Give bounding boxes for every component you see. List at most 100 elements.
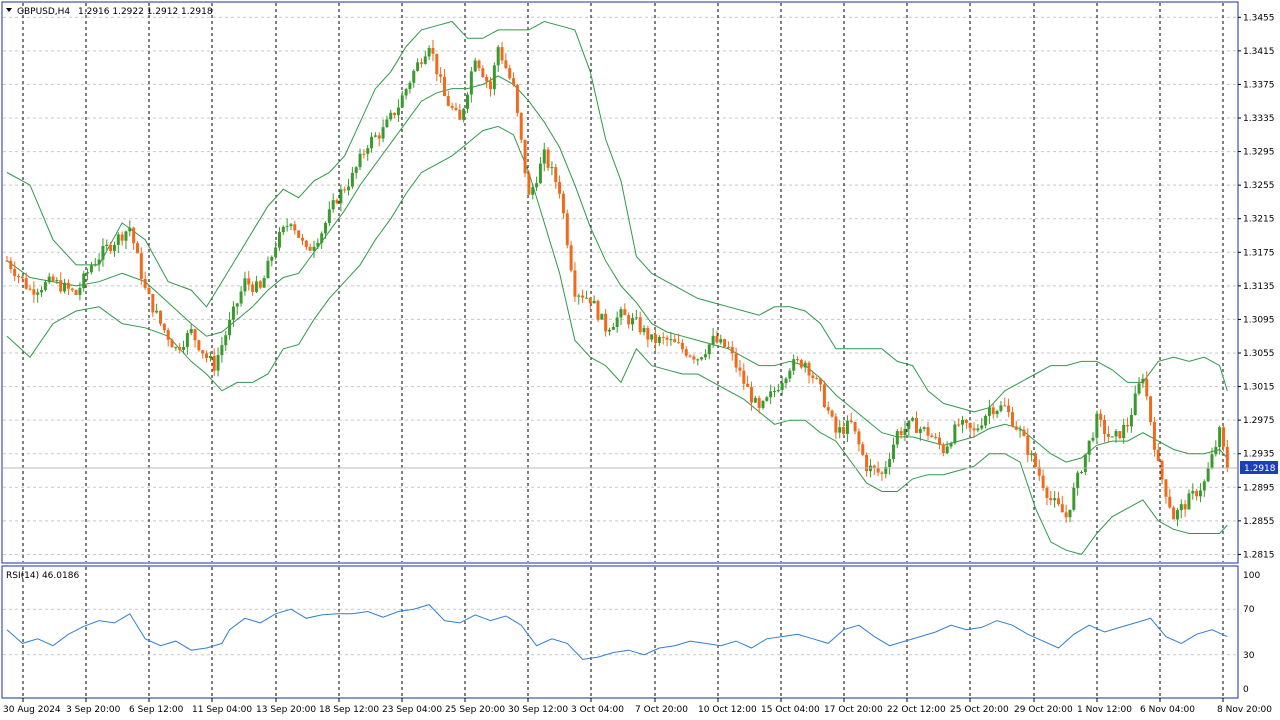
candle-body[interactable] [1183, 504, 1187, 510]
candle-body[interactable] [976, 428, 980, 431]
candle-body[interactable] [999, 405, 1003, 411]
candle-body[interactable] [730, 346, 734, 354]
candle-body[interactable] [773, 391, 776, 393]
candle-body[interactable] [1129, 414, 1133, 427]
candle-body[interactable] [500, 47, 504, 61]
candle-body[interactable] [1164, 479, 1168, 497]
candle-body[interactable] [1064, 512, 1068, 518]
candle-body[interactable] [201, 350, 205, 354]
candle-body[interactable] [412, 70, 416, 83]
candle-body[interactable] [995, 410, 999, 415]
candle-body[interactable] [5, 260, 9, 262]
candle-body[interactable] [569, 245, 573, 271]
candle-body[interactable] [450, 105, 454, 108]
candle-body[interactable] [262, 278, 266, 288]
candle-body[interactable] [723, 339, 727, 347]
candle-body[interactable] [884, 467, 888, 474]
candle-body[interactable] [1214, 446, 1218, 455]
candle-body[interactable] [17, 276, 21, 278]
candle-body[interactable] [1060, 504, 1064, 513]
candle-body[interactable] [834, 416, 838, 433]
candle-body[interactable] [592, 300, 596, 304]
candle-body[interactable] [239, 291, 243, 304]
candle-body[interactable] [124, 231, 128, 241]
candle-body[interactable] [780, 383, 784, 390]
candle-body[interactable] [393, 112, 397, 116]
candle-body[interactable] [504, 60, 508, 69]
candle-body[interactable] [1126, 424, 1130, 427]
candle-body[interactable] [289, 224, 293, 227]
candle-body[interactable] [734, 353, 738, 368]
candle-body[interactable] [561, 193, 565, 214]
candle-body[interactable] [1225, 446, 1229, 468]
candle-body[interactable] [811, 375, 815, 379]
candle-body[interactable] [949, 443, 953, 447]
candle-body[interactable] [1206, 468, 1210, 482]
candle-body[interactable] [753, 397, 757, 403]
candle-body[interactable] [1037, 466, 1041, 476]
candle-body[interactable] [907, 420, 911, 429]
candle-body[interactable] [938, 437, 942, 445]
candle-body[interactable] [857, 431, 861, 445]
candle-body[interactable] [285, 226, 289, 228]
candle-body[interactable] [638, 317, 642, 333]
candle-body[interactable] [381, 127, 385, 139]
candle-body[interactable] [964, 419, 968, 423]
candle-body[interactable] [792, 359, 796, 371]
candle-body[interactable] [1145, 378, 1149, 397]
candle-body[interactable] [972, 428, 976, 431]
candle-body[interactable] [162, 323, 166, 331]
candle-body[interactable] [707, 344, 711, 355]
candle-body[interactable] [235, 303, 239, 307]
candle-body[interactable] [120, 234, 124, 241]
candle-body[interactable] [324, 223, 328, 234]
candle-body[interactable] [615, 317, 619, 328]
candle-body[interactable] [581, 295, 585, 298]
candle-body[interactable] [492, 65, 496, 90]
candle-body[interactable] [711, 335, 715, 345]
candle-body[interactable] [446, 96, 450, 106]
candle-body[interactable] [788, 370, 792, 379]
candle-body[interactable] [968, 422, 972, 429]
candle-body[interactable] [174, 347, 178, 349]
candle-body[interactable] [208, 355, 212, 359]
candle-body[interactable] [1221, 427, 1225, 447]
candle-body[interactable] [749, 386, 753, 403]
candle-body[interactable] [205, 353, 209, 359]
candle-body[interactable] [400, 95, 404, 108]
candle-body[interactable] [842, 427, 846, 434]
candle-body[interactable] [1083, 454, 1087, 473]
candle-body[interactable] [9, 260, 13, 270]
candle-body[interactable] [565, 213, 569, 246]
candle-body[interactable] [1106, 433, 1110, 437]
candle-body[interactable] [13, 269, 17, 277]
candle-body[interactable] [715, 335, 719, 343]
candle-body[interactable] [193, 329, 197, 341]
candle-body[interactable] [316, 242, 320, 247]
candle-body[interactable] [515, 84, 519, 113]
candle-body[interactable] [550, 167, 554, 169]
candle-body[interactable] [189, 329, 193, 334]
candle-body[interactable] [830, 410, 834, 417]
candle-body[interactable] [166, 330, 170, 340]
candle-body[interactable] [1110, 436, 1114, 438]
candle-body[interactable] [266, 260, 270, 279]
candle-body[interactable] [803, 362, 807, 368]
candle-body[interactable] [627, 315, 631, 325]
candle-body[interactable] [462, 108, 466, 120]
candle-body[interactable] [1053, 498, 1057, 501]
candle-body[interactable] [631, 318, 635, 325]
candle-body[interactable] [607, 329, 611, 332]
candle-body[interactable] [185, 333, 189, 348]
candle-body[interactable] [40, 290, 44, 293]
candle-body[interactable] [1099, 413, 1103, 420]
candle-body[interactable] [404, 89, 408, 96]
candle-body[interactable] [1018, 429, 1022, 431]
candle-body[interactable] [888, 459, 892, 468]
candle-body[interactable] [1026, 436, 1030, 455]
candle-body[interactable] [1152, 421, 1156, 450]
candle-body[interactable] [646, 328, 650, 340]
candle-body[interactable] [109, 244, 113, 251]
candle-body[interactable] [331, 200, 335, 210]
candle-body[interactable] [838, 427, 842, 433]
